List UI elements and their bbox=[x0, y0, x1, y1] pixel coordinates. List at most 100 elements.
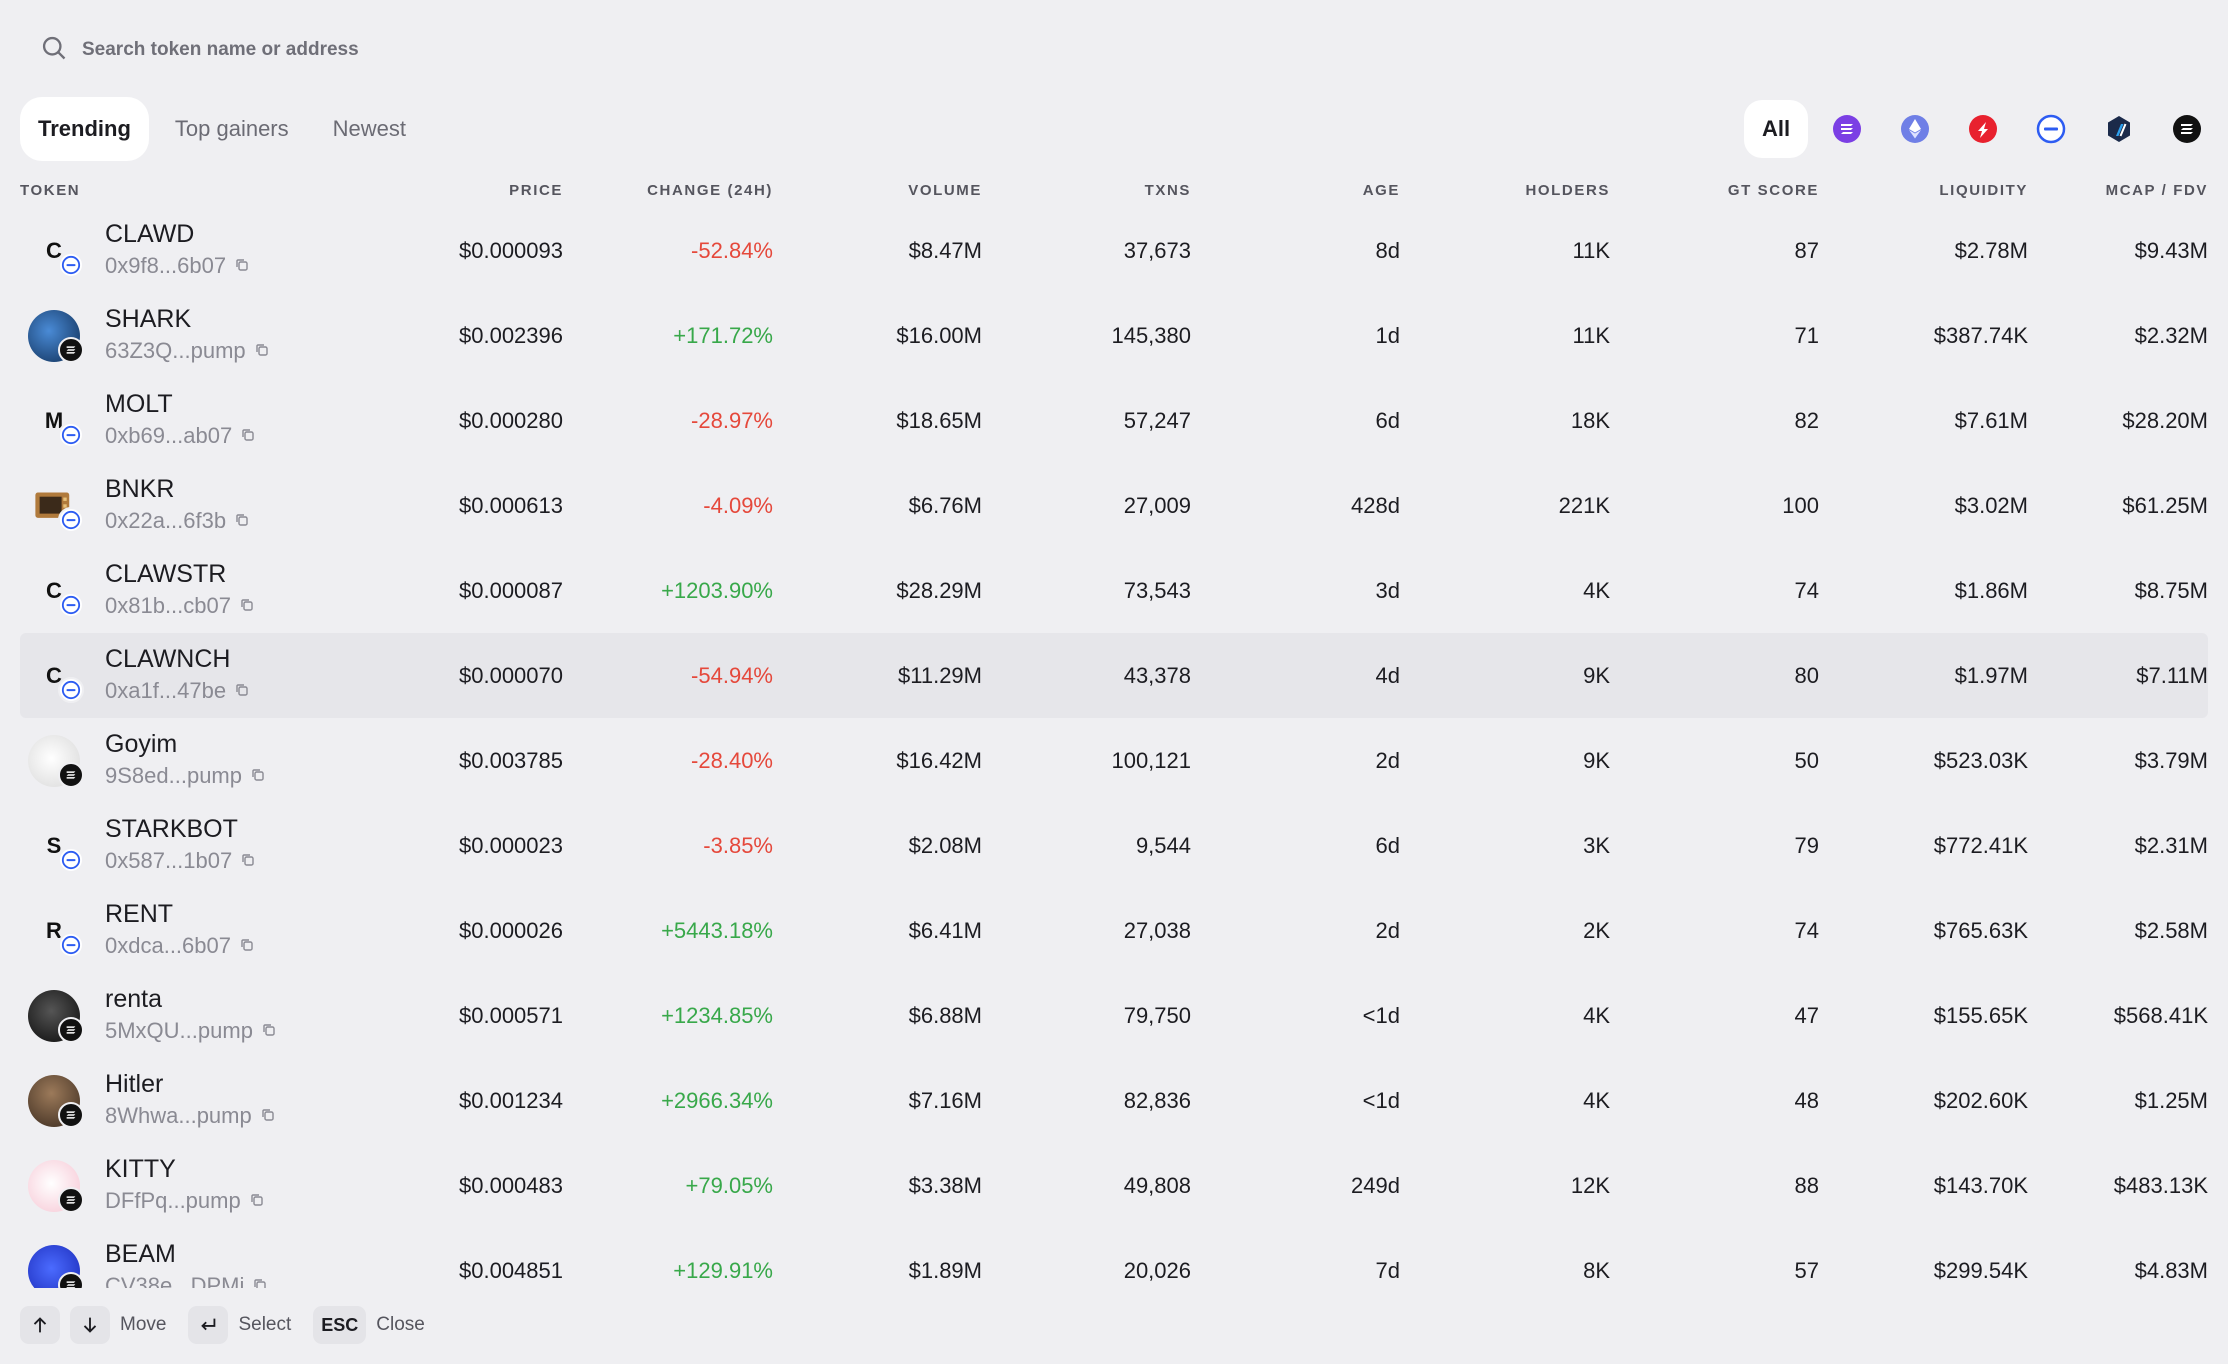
copy-icon[interactable] bbox=[250, 763, 266, 789]
volume-cell: $16.00M bbox=[896, 322, 982, 348]
chain-filter-solana[interactable] bbox=[2158, 100, 2216, 158]
column-header-holders[interactable]: HOLDERS bbox=[1525, 182, 1610, 199]
gt-score-cell: 47 bbox=[1794, 1002, 1819, 1028]
column-header-volume[interactable]: VOLUME bbox=[908, 182, 982, 199]
token-avatar: R bbox=[46, 918, 62, 943]
token-name: KITTY bbox=[105, 1155, 176, 1183]
age-cell: 3d bbox=[1375, 577, 1400, 603]
token-address: 63Z3Q...pump bbox=[105, 338, 270, 364]
copy-icon[interactable] bbox=[239, 593, 255, 619]
arrow-down-icon bbox=[83, 1317, 97, 1333]
column-header-mcap-fdv[interactable]: MCAP / FDV bbox=[2105, 182, 2208, 199]
holders-cell: 11K bbox=[1572, 237, 1610, 263]
token-row[interactable]: renta 5MxQU...pump $0.000571 +1234.85% $6.88… bbox=[20, 973, 2208, 1058]
token-avatar: C bbox=[46, 578, 62, 603]
age-cell: 2d bbox=[1375, 747, 1400, 773]
base-chain-badge-icon bbox=[58, 592, 84, 618]
copy-icon[interactable] bbox=[249, 1188, 265, 1214]
token-address: 0x81b...cb07 bbox=[105, 593, 255, 619]
volume-cell: $6.41M bbox=[908, 917, 982, 943]
token-address-text: 0x81b...cb07 bbox=[105, 593, 231, 618]
copy-icon[interactable] bbox=[239, 933, 255, 959]
change-cell: -4.09% bbox=[703, 492, 773, 518]
token-row[interactable]: Goyim 9S8ed...pump $0.003785 -28.40% $16.42M… bbox=[20, 718, 2208, 803]
price-cell: $0.000613 bbox=[459, 492, 563, 518]
column-header-gt-score[interactable]: GT SCORE bbox=[1727, 182, 1819, 199]
copy-icon[interactable] bbox=[240, 848, 256, 874]
solana-chain-badge-icon bbox=[58, 1102, 84, 1128]
volume-cell: $11.29M bbox=[898, 662, 982, 688]
chain-filter-base[interactable] bbox=[2022, 100, 2080, 158]
gt-score-cell: 100 bbox=[1782, 492, 1819, 518]
liquidity-cell: $7.61M bbox=[1954, 407, 2028, 433]
chain-filter-all[interactable]: All bbox=[1744, 100, 1808, 158]
token-row[interactable]: KITTY DFfPq...pump $0.000483 +79.05% $3.38M 4… bbox=[20, 1143, 2208, 1228]
volume-cell: $2.08M bbox=[908, 832, 982, 858]
change-cell: +1203.90% bbox=[661, 577, 773, 603]
token-name: CLAWSTR bbox=[105, 560, 227, 588]
chain-filter-solana-purple[interactable] bbox=[1818, 100, 1876, 158]
copy-icon[interactable] bbox=[260, 1103, 276, 1129]
token-row[interactable]: C CLAWD 0x9f8...6b07 $0.000093 -52.84% $8.47M… bbox=[20, 208, 2208, 293]
token-address-text: 0xdca...6b07 bbox=[105, 933, 231, 958]
column-header-token[interactable]: TOKEN bbox=[20, 182, 81, 199]
column-header-price[interactable]: PRICE bbox=[509, 182, 563, 199]
column-header-txns[interactable]: TXNS bbox=[1144, 182, 1191, 199]
holders-cell: 9K bbox=[1583, 747, 1610, 773]
price-cell: $0.000023 bbox=[459, 832, 563, 858]
token-row[interactable]: C CLAWNCH 0xa1f...47be $0.000070 -54.94% $11.… bbox=[20, 633, 2208, 718]
age-cell: 7d bbox=[1375, 1257, 1400, 1283]
volume-cell: $28.29M bbox=[896, 577, 982, 603]
mcap-fdv-cell: $8.75M bbox=[2134, 577, 2208, 603]
token-row[interactable]: C CLAWSTR 0x81b...cb07 $0.000087 +1203.90% $2… bbox=[20, 548, 2208, 633]
solana-purple-icon bbox=[1833, 115, 1861, 143]
column-header-age[interactable]: AGE bbox=[1362, 182, 1400, 199]
change-cell: +129.91% bbox=[673, 1257, 773, 1283]
txns-cell: 49,808 bbox=[1123, 1172, 1191, 1198]
search-input[interactable] bbox=[82, 39, 782, 61]
mcap-fdv-cell: $568.41K bbox=[2113, 1002, 2208, 1028]
token-row[interactable]: R RENT 0xdca...6b07 $0.000026 +5443.18% $6.41… bbox=[20, 888, 2208, 973]
change-cell: -54.94% bbox=[691, 662, 773, 688]
column-header-change[interactable]: CHANGE (24H) bbox=[647, 182, 773, 199]
copy-icon[interactable] bbox=[261, 1018, 277, 1044]
token-avatar: M bbox=[44, 408, 64, 433]
volume-cell: $1.89M bbox=[908, 1257, 982, 1283]
select-hint: Select bbox=[238, 1314, 292, 1335]
token-row[interactable]: S STARKBOT 0x587...1b07 $0.000023 -3.85% $2.0… bbox=[20, 803, 2208, 888]
tab-top-gainers[interactable]: Top gainers bbox=[174, 116, 289, 141]
gt-score-cell: 74 bbox=[1794, 917, 1819, 943]
token-row[interactable]: SHARK 63Z3Q...pump $0.002396 +171.72% $16.00… bbox=[20, 293, 2208, 378]
copy-icon[interactable] bbox=[252, 1273, 268, 1288]
token-row[interactable]: M MOLT 0xb69...ab07 $0.000280 -28.97% $18.65M… bbox=[20, 378, 2208, 463]
column-header-liquidity[interactable]: LIQUIDITY bbox=[1939, 182, 2028, 199]
liquidity-cell: $3.02M bbox=[1954, 492, 2028, 518]
token-row[interactable]: Hitler 8Whwa...pump $0.001234 +2966.34% $7.1… bbox=[20, 1058, 2208, 1143]
token-address: 8Whwa...pump bbox=[105, 1103, 276, 1129]
mcap-fdv-cell: $2.32M bbox=[2134, 322, 2208, 348]
volume-cell: $7.16M bbox=[908, 1087, 982, 1113]
tab-newest[interactable]: Newest bbox=[332, 116, 406, 141]
liquidity-cell: $765.63K bbox=[1933, 917, 2028, 943]
change-cell: -28.97% bbox=[691, 407, 773, 433]
copy-icon[interactable] bbox=[254, 338, 270, 364]
copy-icon[interactable] bbox=[234, 508, 250, 534]
tab-trending[interactable]: Trending bbox=[20, 97, 149, 161]
token-row[interactable]: BNKR 0x22a...6f3b $0.000613 -4.09% $6.76M 27,… bbox=[20, 463, 2208, 548]
copy-icon[interactable] bbox=[234, 253, 250, 279]
chain-filter-arbitrum[interactable] bbox=[2090, 100, 2148, 158]
close-hint: Close bbox=[376, 1314, 425, 1335]
change-cell: +79.05% bbox=[685, 1172, 773, 1198]
age-cell: 8d bbox=[1375, 237, 1400, 263]
volume-cell: $8.47M bbox=[908, 237, 982, 263]
volume-cell: $18.65M bbox=[896, 407, 982, 433]
chain-filter-red-chain[interactable] bbox=[1954, 100, 2012, 158]
token-address-text: 5MxQU...pump bbox=[105, 1018, 253, 1043]
solana-chain-badge-icon bbox=[58, 1187, 84, 1213]
gt-score-cell: 57 bbox=[1794, 1257, 1819, 1283]
chain-filter-ethereum[interactable] bbox=[1886, 100, 1944, 158]
copy-icon[interactable] bbox=[234, 678, 250, 704]
token-row[interactable]: BEAM CV38e...DPMi $0.004851 +129.91% $1.89M 2… bbox=[20, 1228, 2208, 1288]
copy-icon[interactable] bbox=[240, 423, 256, 449]
age-cell: <1d bbox=[1362, 1087, 1400, 1113]
